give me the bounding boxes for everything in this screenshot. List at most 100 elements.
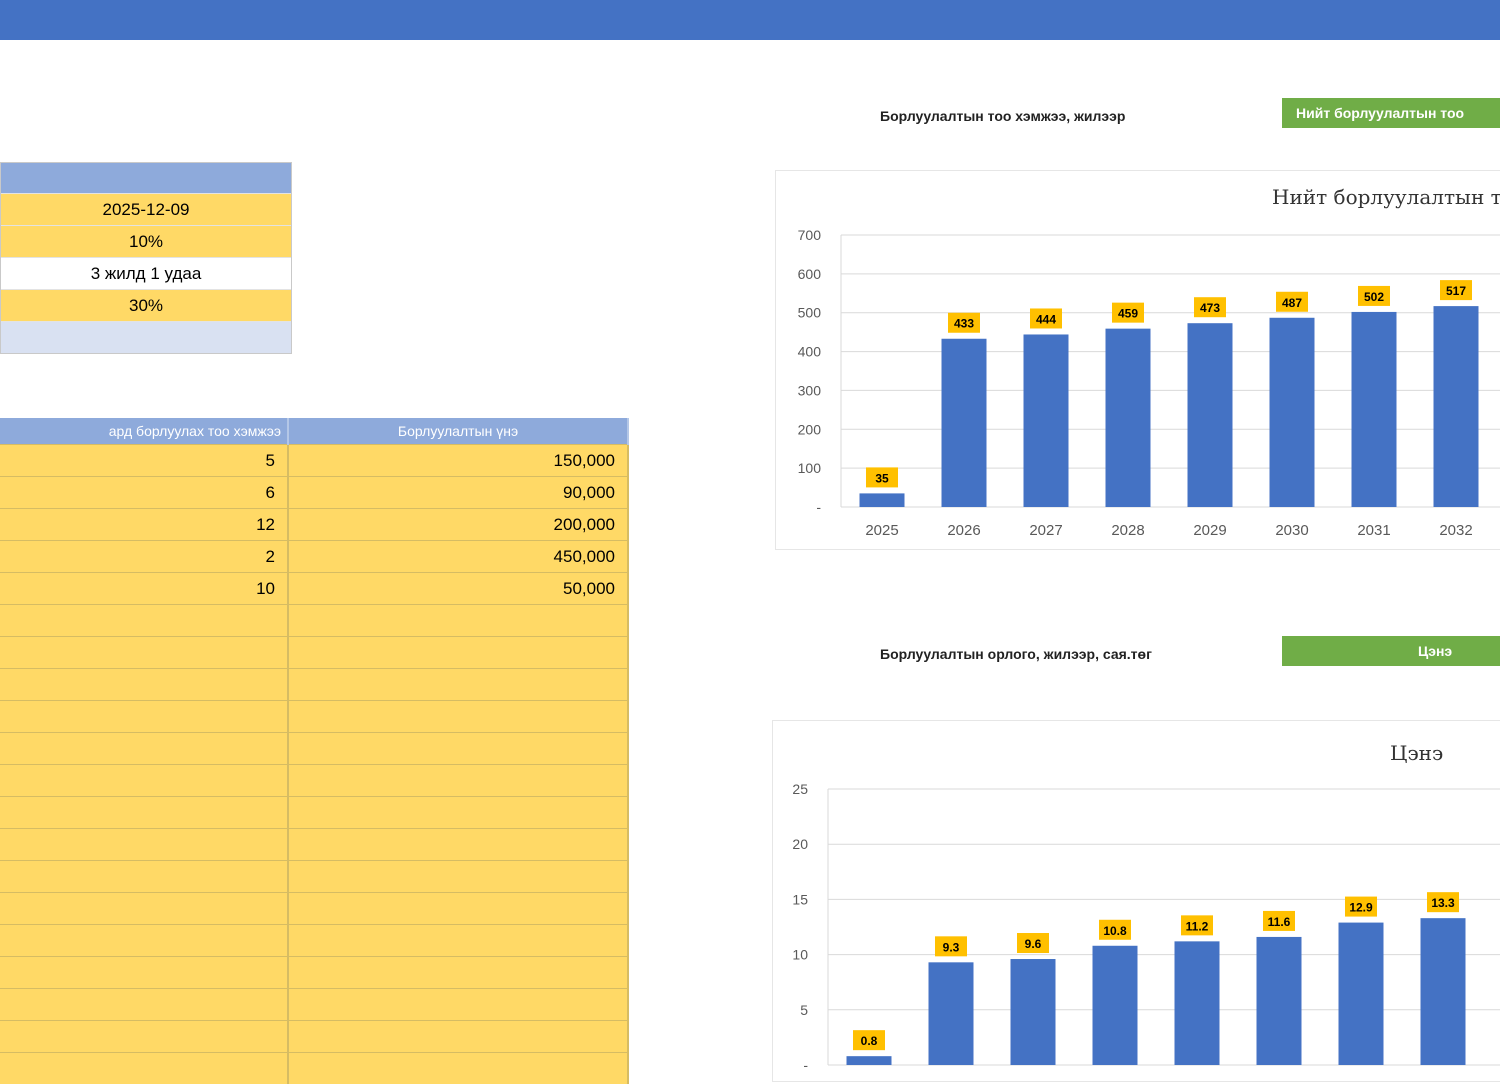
- table-row: [0, 893, 628, 925]
- price-cell[interactable]: [288, 637, 628, 669]
- chart-bar: [1339, 923, 1384, 1065]
- quantity-cell[interactable]: [0, 893, 288, 925]
- x-tick-label: 2025: [852, 1080, 885, 1081]
- table-row: [0, 957, 628, 989]
- quantity-cell[interactable]: [0, 765, 288, 797]
- title-bar-text: [0, 10, 6, 32]
- price-cell[interactable]: [288, 925, 628, 957]
- table-row: [0, 605, 628, 637]
- price-cell[interactable]: 50,000: [288, 573, 628, 605]
- table-row: [0, 797, 628, 829]
- x-tick-label: 2026: [947, 522, 980, 539]
- price-cell[interactable]: [288, 1053, 628, 1084]
- quantity-cell[interactable]: [0, 1053, 288, 1084]
- table-row: [0, 861, 628, 893]
- quantity-cell[interactable]: [0, 797, 288, 829]
- revenue-chart-svg: -5101520250.820259.320269.6202710.820281…: [773, 721, 1500, 1081]
- y-tick-label: -: [816, 499, 821, 515]
- price-cell[interactable]: [288, 701, 628, 733]
- data-label: 13.3: [1431, 896, 1455, 910]
- y-tick-label: 20: [792, 836, 808, 852]
- price-cell[interactable]: [288, 669, 628, 701]
- price-cell[interactable]: [288, 989, 628, 1021]
- price-cell[interactable]: 450,000: [288, 541, 628, 573]
- price-cell[interactable]: [288, 861, 628, 893]
- data-label: 12.9: [1349, 901, 1373, 915]
- table-row: [0, 829, 628, 861]
- x-tick-label: 2027: [1029, 522, 1062, 539]
- chart-bar: [1188, 323, 1233, 507]
- price-cell[interactable]: [288, 797, 628, 829]
- chart-bar: [1352, 312, 1397, 507]
- param-cell-date[interactable]: 2025-12-09: [1, 193, 291, 225]
- price-cell[interactable]: 150,000: [288, 445, 628, 477]
- chart-bar: [1093, 946, 1138, 1065]
- data-label: 0.8: [861, 1034, 878, 1048]
- table-row: [0, 637, 628, 669]
- products-table: ард борлуулах тоо хэмжээ Борлуулалтын үн…: [0, 418, 629, 1084]
- quantity-cell[interactable]: 5: [0, 445, 288, 477]
- data-label: 444: [1036, 312, 1056, 326]
- data-label: 487: [1282, 296, 1302, 310]
- chart-bar: [847, 1056, 892, 1065]
- y-tick-label: 500: [798, 305, 822, 321]
- quantity-cell[interactable]: 2: [0, 541, 288, 573]
- x-tick-label: 2031: [1357, 522, 1390, 539]
- quantity-cell[interactable]: [0, 989, 288, 1021]
- column-header-price: Борлуулалтын үнэ: [288, 418, 628, 445]
- quantity-cell[interactable]: 12: [0, 509, 288, 541]
- quantity-cell[interactable]: [0, 637, 288, 669]
- table-row: [0, 765, 628, 797]
- x-tick-label: 2028: [1098, 1080, 1131, 1081]
- y-tick-label: 200: [798, 421, 822, 437]
- quantity-cell[interactable]: [0, 733, 288, 765]
- quantity-cell[interactable]: [0, 605, 288, 637]
- y-tick-label: 25: [792, 781, 808, 797]
- quantity-cell[interactable]: [0, 829, 288, 861]
- price-cell[interactable]: 90,000: [288, 477, 628, 509]
- data-label: 433: [954, 317, 974, 331]
- x-tick-label: 2027: [1016, 1080, 1049, 1081]
- quantity-cell[interactable]: 6: [0, 477, 288, 509]
- quantity-cell[interactable]: [0, 861, 288, 893]
- price-cell[interactable]: [288, 765, 628, 797]
- x-tick-label: 2029: [1180, 1080, 1213, 1081]
- price-cell[interactable]: [288, 893, 628, 925]
- table-row: [0, 1053, 628, 1084]
- param-cell-percent[interactable]: 30%: [1, 289, 291, 321]
- quantity-cell[interactable]: 10: [0, 573, 288, 605]
- quantity-cell[interactable]: [0, 957, 288, 989]
- quantity-cell[interactable]: [0, 925, 288, 957]
- price-cell[interactable]: [288, 605, 628, 637]
- price-cell[interactable]: [288, 829, 628, 861]
- param-cell-frequency[interactable]: 3 жилд 1 удаа: [1, 257, 291, 289]
- x-tick-label: 2026: [934, 1080, 967, 1081]
- total-quantity-button[interactable]: Нийт борлуулалтын тоо: [1282, 98, 1500, 128]
- price-cell[interactable]: [288, 957, 628, 989]
- data-label: 9.6: [1025, 937, 1042, 951]
- price-cell[interactable]: [288, 733, 628, 765]
- price-cell[interactable]: [288, 1021, 628, 1053]
- chart-bar: [1106, 329, 1151, 507]
- quantity-chart-label: Борлуулалтын тоо хэмжээ, жилээр: [880, 108, 1125, 124]
- chart-bar: [1024, 334, 1069, 507]
- data-label: 11.2: [1186, 919, 1209, 933]
- quantity-cell[interactable]: [0, 1021, 288, 1053]
- table-row: [0, 733, 628, 765]
- data-label: 459: [1118, 307, 1138, 321]
- price-cell[interactable]: 200,000: [288, 509, 628, 541]
- chart-bar: [1175, 941, 1220, 1065]
- quantity-cell[interactable]: [0, 701, 288, 733]
- quantity-cell[interactable]: [0, 669, 288, 701]
- chart-title: Цэнэ: [1390, 741, 1443, 765]
- y-tick-label: 100: [798, 460, 822, 476]
- value-button[interactable]: Цэнэ: [1282, 636, 1500, 666]
- param-cell-rate[interactable]: 10%: [1, 225, 291, 257]
- x-tick-label: 2032: [1439, 522, 1472, 539]
